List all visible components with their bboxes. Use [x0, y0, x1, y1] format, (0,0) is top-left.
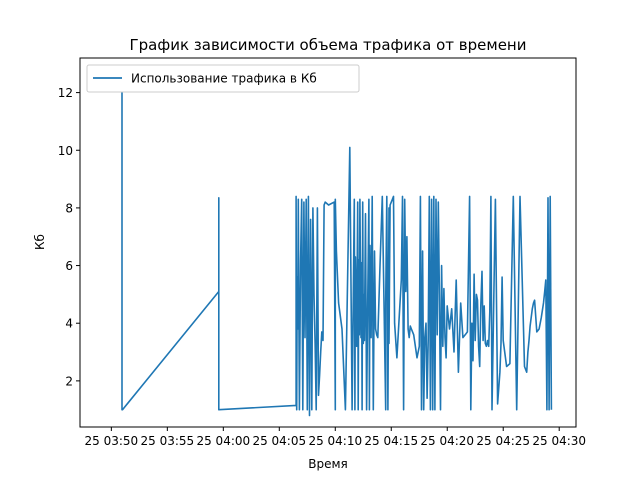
legend: Использование трафика в Кб	[86, 64, 360, 93]
y-axis: 2 4 6 8 10 12	[58, 86, 80, 388]
x-axis-label: Время	[308, 457, 348, 471]
series-layer	[121, 86, 553, 417]
legend-box	[86, 64, 360, 93]
x-tick-label: 25 04:30	[532, 434, 586, 448]
x-tick-label: 25 04:25	[476, 434, 530, 448]
y-tick-label: 12	[58, 86, 73, 100]
x-tick-label: 25 04:20	[420, 434, 474, 448]
x-tick-label: 25 04:10	[308, 434, 362, 448]
y-tick-label: 10	[58, 144, 73, 158]
x-tick-label: 25 03:55	[140, 434, 194, 448]
chart-title: График зависимости объема трафика от вре…	[130, 36, 527, 54]
y-tick-label: 2	[65, 374, 73, 388]
series-line-0	[121, 86, 553, 417]
y-tick-label: 4	[65, 317, 73, 331]
y-tick-label: 6	[65, 259, 73, 273]
y-tick-label: 8	[65, 201, 73, 215]
x-tick-label: 25 03:50	[85, 434, 139, 448]
x-tick-label: 25 04:00	[196, 434, 250, 448]
y-axis-label: Кб	[33, 234, 47, 250]
plot-area	[79, 57, 577, 428]
x-axis: 25 03:50 25 03:55 25 04:00 25 04:05 25 04:10…	[85, 427, 586, 448]
x-tick-label: 25 04:05	[252, 434, 306, 448]
plot-frame	[79, 57, 577, 428]
legend-label: Использование трафика в Кб	[131, 72, 317, 86]
x-tick-label: 25 04:15	[364, 434, 418, 448]
